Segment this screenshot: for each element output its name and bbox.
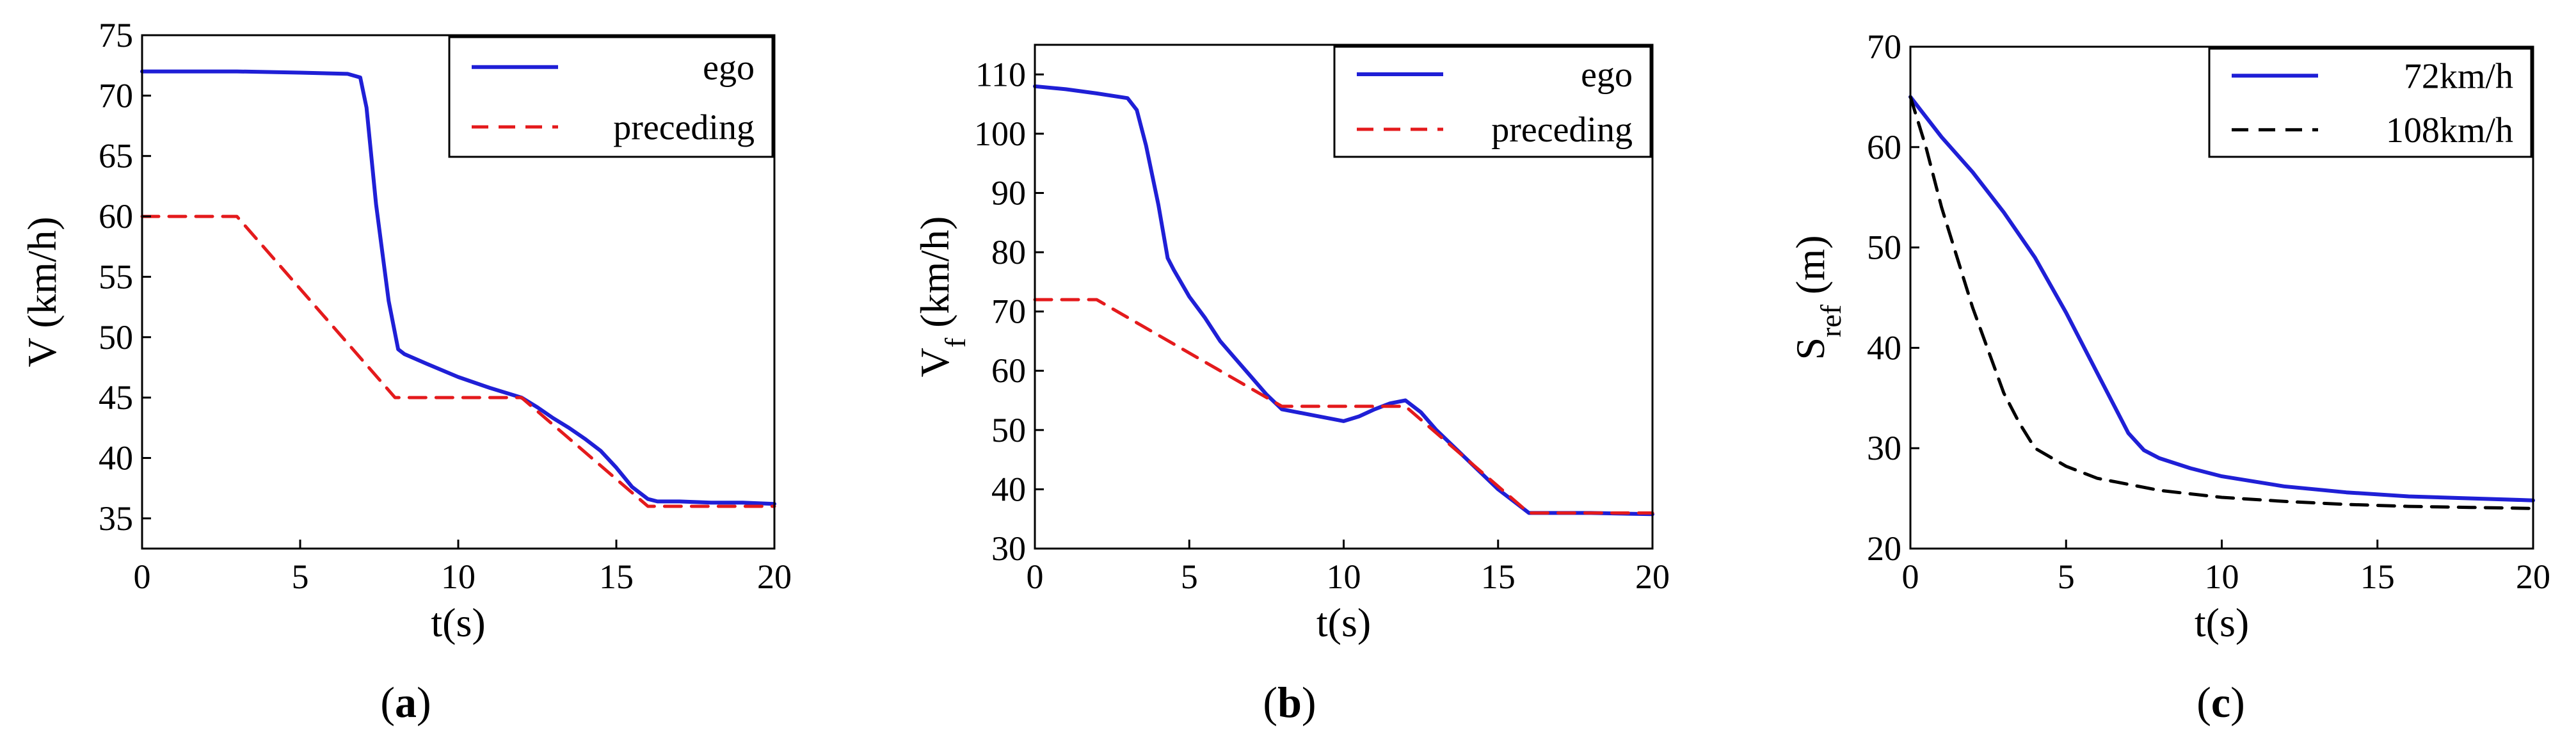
series-line-72km-h bbox=[1908, 95, 2535, 502]
x-tick-label: 5 bbox=[2058, 558, 2075, 596]
y-axis-title-subscript: f bbox=[939, 337, 972, 348]
y-tick-label: 100 bbox=[974, 115, 1026, 153]
y-axis-title: Sref (m) bbox=[1788, 235, 1847, 360]
legend-label: ego bbox=[703, 48, 755, 88]
y-tick-label: 55 bbox=[99, 257, 133, 296]
y-axis-title-unit: (m) bbox=[1788, 235, 1833, 304]
y-axis-title-main: S bbox=[1788, 337, 1833, 360]
y-tick-label: 45 bbox=[99, 378, 133, 417]
legend-label: 108km/h bbox=[2386, 111, 2513, 150]
caption-paren-close: ) bbox=[1302, 678, 1316, 727]
y-tick-label: 40 bbox=[99, 438, 133, 477]
y-tick-label: 75 bbox=[99, 16, 133, 54]
y-tick-label: 40 bbox=[1867, 328, 1901, 367]
y-axis-title: Vf (km/h) bbox=[912, 216, 972, 378]
x-tick-label: 15 bbox=[2360, 558, 2395, 596]
x-tick-label: 20 bbox=[1635, 558, 1670, 596]
y-tick-label: 35 bbox=[99, 499, 133, 538]
x-axis-title: t(s) bbox=[1316, 600, 1371, 645]
y-tick-label: 70 bbox=[1867, 28, 1901, 66]
x-tick-label: 10 bbox=[1327, 558, 1361, 596]
x-tick-label: 0 bbox=[134, 558, 151, 596]
x-tick-label: 20 bbox=[757, 558, 792, 596]
y-axis-title-unit: (km/h) bbox=[912, 216, 957, 338]
y-tick-label: 50 bbox=[1867, 229, 1901, 267]
y-tick-label: 50 bbox=[99, 318, 133, 357]
y-tick-label: 80 bbox=[991, 233, 1026, 271]
x-tick-label: 5 bbox=[1181, 558, 1198, 596]
x-tick-label: 15 bbox=[599, 558, 634, 596]
panel-caption: (c) bbox=[2196, 678, 2245, 727]
y-tick-label: 60 bbox=[1867, 128, 1901, 166]
legend-box bbox=[1333, 45, 1652, 158]
x-axis-title: t(s) bbox=[431, 600, 485, 645]
caption-paren-close: ) bbox=[417, 678, 431, 727]
y-tick-label: 60 bbox=[99, 197, 133, 236]
x-tick-label: 0 bbox=[1027, 558, 1044, 596]
panel-caption: (b) bbox=[1263, 678, 1316, 727]
y-tick-label: 20 bbox=[1867, 529, 1901, 568]
y-tick-label: 60 bbox=[991, 351, 1026, 390]
legend-box bbox=[448, 36, 774, 158]
y-tick-label: 110 bbox=[975, 55, 1026, 93]
y-axis-title: V (km/h) bbox=[19, 216, 65, 367]
x-tick-label: 0 bbox=[1902, 558, 1919, 596]
x-tick-label: 20 bbox=[2516, 558, 2550, 596]
y-tick-label: 70 bbox=[991, 293, 1026, 331]
caption-paren-open: ( bbox=[1263, 678, 1277, 727]
x-tick-label: 10 bbox=[2205, 558, 2239, 596]
caption-letter: c bbox=[2211, 678, 2230, 727]
y-tick-label: 40 bbox=[991, 470, 1026, 508]
legend-box bbox=[2208, 47, 2532, 158]
y-axis-title-subscript: ref bbox=[1814, 304, 1847, 337]
x-tick-label: 10 bbox=[441, 558, 476, 596]
legend-label: ego bbox=[1581, 55, 1633, 95]
legend-label: 72km/h bbox=[2404, 56, 2513, 96]
caption-letter: a bbox=[395, 678, 417, 727]
caption-paren-close: ) bbox=[2230, 678, 2245, 727]
series-line-108km-h bbox=[1908, 95, 2535, 510]
y-tick-label: 65 bbox=[99, 137, 133, 175]
y-tick-label: 30 bbox=[991, 529, 1026, 568]
caption-paren-open: ( bbox=[380, 678, 395, 727]
legend-label: preceding bbox=[613, 108, 755, 147]
caption-letter: b bbox=[1277, 678, 1302, 727]
x-axis-title: t(s) bbox=[2195, 600, 2249, 645]
panel-caption: (a) bbox=[380, 678, 431, 727]
y-tick-label: 70 bbox=[99, 76, 133, 115]
x-tick-label: 5 bbox=[292, 558, 309, 596]
panel-c: 0 5 10 15 20 20 30 40 50 60 70 t(s) Sref (m) 72km/h 10… bbox=[1788, 28, 2550, 727]
y-axis-title-main: V bbox=[912, 348, 957, 377]
x-tick-label: 15 bbox=[1481, 558, 1516, 596]
series-line-preceding bbox=[1033, 298, 1654, 515]
panel-b: 0 5 10 15 20 30 40 50 60 70 80 90 100 110 t(s) Vf (km/h… bbox=[912, 44, 1670, 727]
caption-paren-open: ( bbox=[2196, 678, 2211, 727]
y-tick-label: 50 bbox=[991, 411, 1026, 449]
series-line-preceding bbox=[140, 214, 776, 508]
y-tick-label: 90 bbox=[991, 173, 1026, 212]
panel-a: 0 5 10 15 20 35 40 45 50 55 60 65 70 75 t(s) V (km/h) eg… bbox=[19, 16, 792, 727]
legend-label: preceding bbox=[1491, 110, 1633, 150]
y-tick-label: 30 bbox=[1867, 429, 1901, 467]
